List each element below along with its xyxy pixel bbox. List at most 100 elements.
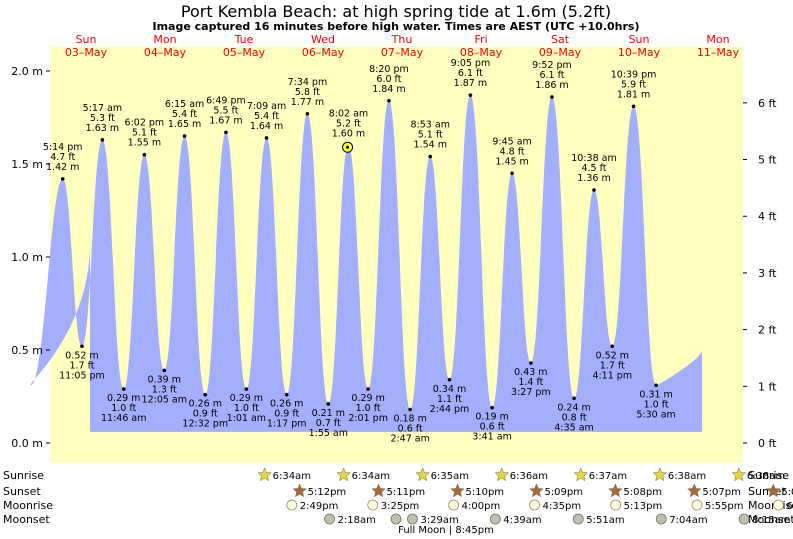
tide-point [142,152,147,157]
tide-label: 11:46 am [101,413,146,424]
tide-label: 1:55 am [309,428,348,439]
tide-label: 0.7 ft [316,418,341,429]
tide-label: 10:38 am [571,153,616,164]
tide-label: 0.6 ft [398,424,423,435]
sunset-event: 5:12pm [292,483,346,498]
chart-title: Port Kembla Beach: at high spring tide a… [181,2,611,21]
sunset-icon [687,483,702,498]
tide-label: 1.4 ft [518,377,543,388]
tide-label: 1.0 ft [111,403,136,414]
moonrise-time: 3:25pm [381,501,420,512]
sunset-icon [529,483,544,498]
sunset-time: 5:11pm [387,487,426,498]
tide-label: 0.9 ft [193,409,218,420]
tide-point [408,407,412,412]
tide-extreme-high: 10:38 am4.5 ft1.36 m [571,153,617,192]
y-right-tick-label: 3 ft [758,267,777,280]
sunset-icon [292,483,307,498]
row-label-moonset-left: Moonset [3,513,50,526]
sunrise-event: 6:37am [573,467,627,482]
day-weekday: Fri [474,33,487,46]
day-date: 06–May [302,46,345,59]
tide-extreme-high: 6:49 pm5.5 ft1.67 m [206,95,246,135]
sunrise-event: 6:36am [494,467,548,482]
tide-label: 5.9 ft [621,79,646,90]
tide-extreme-high: 8:20 pm6.0 ft1.84 m [369,64,409,103]
sunrise-icon [415,467,430,482]
tide-label: 0.26 m [270,399,303,410]
tide-label: 0.29 m [230,393,263,404]
row-label-sunset-left: Sunset [3,485,41,498]
tide-point [203,392,208,397]
tide-label: 0.29 m [107,393,140,404]
sunrise-icon [573,467,589,482]
tide-label: 4:11 pm [592,370,632,381]
sunset-icon [608,483,623,498]
day-weekday: Mon [706,33,729,46]
day-weekday: Tue [234,33,254,46]
moonset-event: 4:39am [489,513,542,526]
tide-point [305,111,310,116]
tide-extreme-high: 7:09 am5.4 ft1.64 m [247,101,286,140]
tide-point [162,368,167,373]
tide-label: 2:01 pm [348,413,388,424]
moonrise-icon [610,499,622,511]
tide-label: 1.86 m [535,80,568,91]
tide-label: 12:32 pm [182,419,228,430]
tide-label: 9:52 pm [532,60,572,71]
sunrise-event: 6:38am [652,467,706,482]
tide-label: 6:15 am [165,99,204,110]
tide-label: 4.5 ft [581,163,606,174]
tide-extreme-low: 0.29 m1.0 ft1:01 am [227,387,266,424]
tide-label: 4.7 ft [50,152,75,163]
moonset-icon [738,513,750,525]
tide-label: 1.7 ft [600,360,625,371]
y-left-tick-label: 0.5 m [11,344,43,357]
sunrise-event: 6:34am [257,467,311,482]
tide-point [366,387,370,391]
tide-label: 4:35 am [554,422,593,433]
tide-point [244,387,249,391]
tide-label: 1.0 ft [234,403,259,414]
tide-label: 1.65 m [168,119,201,130]
tide-label: 1.54 m [414,140,447,151]
moonset-icon [489,513,501,525]
sunset-event: 5:07pm [687,483,741,498]
tide-point [610,344,615,349]
tide-label: 0.43 m [514,367,547,378]
tide-point [80,344,84,349]
sunset-event: 5:07pm [766,483,793,498]
moonrise-event: 3:25pm [367,499,420,512]
tide-point [264,136,269,140]
sunset-event: 5:10pm [450,483,504,498]
tide-label: 5.5 ft [213,105,238,116]
tide-label: 2:44 pm [430,404,470,415]
tide-label: 0.39 m [148,374,181,385]
tide-label: 12:05 am [142,394,187,405]
sunset-time: 5:08pm [623,487,662,498]
sunrise-time: 6:34am [352,471,390,482]
tide-extreme-high: 5:17 am5.3 ft1.63 m [83,103,122,142]
tide-label: 8:02 am [329,108,368,119]
moonrise-time: 5:55pm [705,501,744,512]
moonrise-event: 5:55pm [691,499,744,512]
tide-point [490,405,494,410]
tide-label: 7:34 pm [288,77,328,88]
day-date: 08–May [460,46,503,59]
tide-label: 5.1 ft [132,128,157,139]
sunset-icon [371,483,386,498]
now-marker-dot [346,145,350,149]
tide-point [529,361,533,365]
sunrise-time: 6:38am [747,471,785,482]
day-date: 03–May [65,46,108,59]
sunset-icon [450,483,465,498]
tide-point [510,171,514,176]
sunrise-icon [257,467,272,482]
tide-label: 1.64 m [250,121,283,132]
tide-extreme-low: 0.43 m1.4 ft3:27 pm [511,361,551,398]
tide-label: 1.7 ft [69,360,94,371]
tide-label: 1.3 ft [152,384,177,395]
sunset-time: 5:07pm [702,487,741,498]
sunset-event: 5:11pm [371,483,426,498]
